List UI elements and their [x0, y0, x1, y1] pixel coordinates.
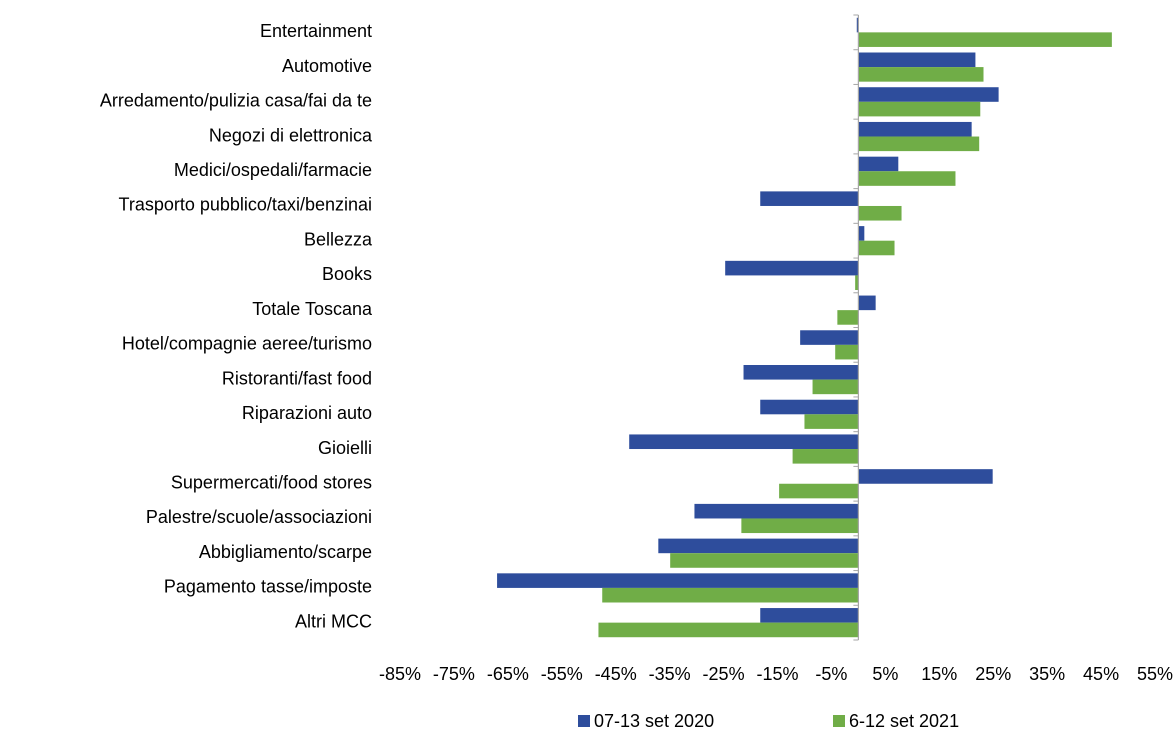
y-tick-label: Palestre/scuole/associazioni	[146, 507, 372, 527]
y-tick-label: Automotive	[282, 56, 372, 76]
x-tick-label: 5%	[872, 664, 898, 684]
y-tick-label: Pagamento tasse/imposte	[164, 577, 372, 597]
y-tick-label: Entertainment	[260, 21, 372, 41]
bar	[602, 587, 859, 603]
bar	[725, 260, 859, 276]
x-tick-label: -35%	[649, 664, 691, 684]
bar	[741, 518, 859, 534]
y-tick-label: Negozi di elettronica	[209, 125, 373, 145]
legend-swatch	[833, 715, 845, 727]
bar	[812, 379, 859, 395]
y-tick-label: Altri MCC	[295, 611, 372, 631]
bar	[760, 191, 859, 206]
bar	[858, 52, 976, 68]
bar	[792, 449, 859, 464]
bar	[858, 469, 993, 484]
bar	[658, 538, 859, 554]
legend-label: 07-13 set 2020	[594, 711, 714, 731]
bar	[855, 275, 859, 290]
y-tick-label: Totale Toscana	[252, 299, 373, 319]
y-tick-label: Books	[322, 264, 372, 284]
legend-swatch	[578, 715, 590, 727]
bar	[835, 344, 859, 360]
bar	[670, 553, 859, 568]
x-tick-label: -65%	[487, 664, 529, 684]
bar	[760, 608, 859, 623]
bar	[858, 240, 895, 256]
bar	[858, 295, 876, 311]
bar	[856, 17, 859, 33]
y-tick-label: Riparazioni auto	[242, 403, 372, 423]
x-tick-label: 55%	[1137, 664, 1173, 684]
legend-label: 6-12 set 2021	[849, 711, 959, 731]
x-tick-label: -25%	[703, 664, 745, 684]
bar	[858, 101, 981, 117]
bar	[858, 205, 902, 221]
bar	[858, 87, 999, 102]
y-tick-label: Trasporto pubblico/taxi/benzinai	[119, 195, 372, 215]
bar	[694, 503, 859, 519]
x-tick-label: 25%	[975, 664, 1011, 684]
bar	[629, 434, 859, 450]
y-tick-label: Ristoranti/fast food	[222, 368, 372, 388]
bar	[858, 121, 972, 137]
bar	[858, 171, 956, 186]
y-tick-label: Bellezza	[304, 229, 373, 249]
y-tick-label: Medici/ospedali/farmacie	[174, 160, 372, 180]
bar	[598, 622, 859, 638]
x-tick-label: -85%	[379, 664, 421, 684]
bar	[800, 330, 859, 345]
bar	[858, 136, 980, 152]
x-tick-label: -55%	[541, 664, 583, 684]
bar	[837, 310, 859, 325]
bar	[858, 67, 984, 82]
x-tick-label: -75%	[433, 664, 475, 684]
x-tick-label: -15%	[756, 664, 798, 684]
x-tick-label: 45%	[1083, 664, 1119, 684]
x-tick-label: -45%	[595, 664, 637, 684]
bar	[760, 399, 859, 415]
x-tick-label: -5%	[815, 664, 847, 684]
bar	[858, 32, 1112, 47]
y-tick-label: Abbigliamento/scarpe	[199, 542, 372, 562]
bar	[858, 156, 899, 172]
y-tick-label: Supermercati/food stores	[171, 473, 372, 493]
y-tick-label: Arredamento/pulizia casa/fai da te	[100, 91, 372, 111]
bar	[497, 573, 859, 588]
bar	[804, 414, 859, 429]
bar	[858, 226, 865, 241]
y-tick-label: Gioielli	[318, 438, 372, 458]
bar	[779, 483, 859, 499]
bar	[743, 365, 859, 380]
x-tick-label: 15%	[921, 664, 957, 684]
y-tick-label: Hotel/compagnie aeree/turismo	[122, 334, 372, 354]
x-tick-label: 35%	[1029, 664, 1065, 684]
